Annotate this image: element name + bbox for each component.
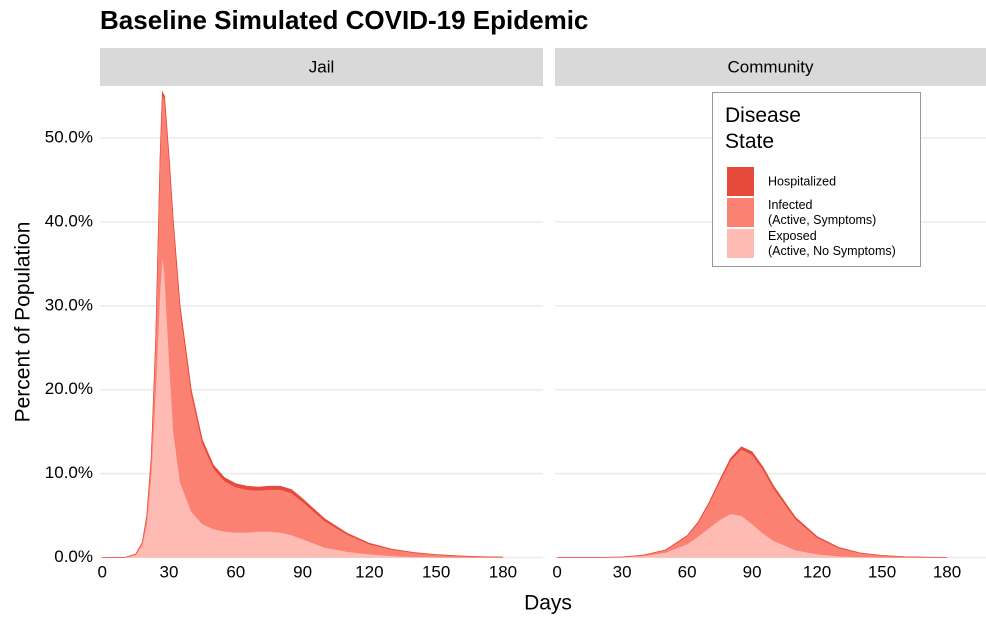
x-tick-label: 30: [160, 562, 179, 581]
y-tick-label: 0.0%: [54, 547, 93, 566]
x-tick-label: 150: [868, 562, 896, 581]
x-tick-label: 90: [743, 562, 762, 581]
legend-item: Exposed (Active, No Symptoms): [727, 229, 917, 259]
y-tick-label: 50.0%: [45, 127, 93, 146]
chart-title: Baseline Simulated COVID-19 Epidemic: [100, 5, 588, 35]
x-tick-label: 180: [489, 562, 517, 581]
legend-label: Infected (Active, Symptoms): [768, 198, 877, 227]
legend-label: Exposed (Active, No Symptoms): [768, 229, 896, 258]
x-tick-label: 90: [293, 562, 312, 581]
x-tick-label: 120: [803, 562, 831, 581]
area: [557, 446, 948, 558]
legend: Disease State Hospitalized Infected (Acti…: [712, 92, 921, 267]
x-tick-label: 150: [422, 562, 450, 581]
legend-swatch: [727, 167, 754, 196]
facet-strip: [555, 48, 986, 86]
y-tick-label: 10.0%: [45, 463, 93, 482]
facet-label: Community: [728, 57, 814, 76]
y-axis-label: Percent of Population: [12, 222, 35, 423]
legend-swatch: [727, 229, 754, 258]
legend-label: Hospitalized: [768, 174, 837, 189]
legend-title: Disease State: [725, 104, 801, 153]
x-tick-label: 60: [678, 562, 697, 581]
y-tick-label: 40.0%: [45, 211, 93, 230]
legend-swatch: [727, 198, 754, 227]
y-tick-label: 30.0%: [45, 295, 93, 314]
y-tick-label: 20.0%: [45, 379, 93, 398]
area: [102, 90, 503, 558]
x-tick-label: 0: [97, 562, 106, 581]
legend-item: Hospitalized: [727, 167, 917, 197]
x-tick-label: 120: [355, 562, 383, 581]
x-tick-label: 30: [613, 562, 632, 581]
facet-label: Jail: [309, 57, 335, 76]
x-tick-label: 180: [933, 562, 961, 581]
x-tick-label: 60: [226, 562, 245, 581]
facet-strip: [100, 48, 543, 86]
x-axis-label: Days: [524, 592, 572, 615]
legend-item: Infected (Active, Symptoms): [727, 198, 917, 228]
x-tick-label: 0: [552, 562, 561, 581]
